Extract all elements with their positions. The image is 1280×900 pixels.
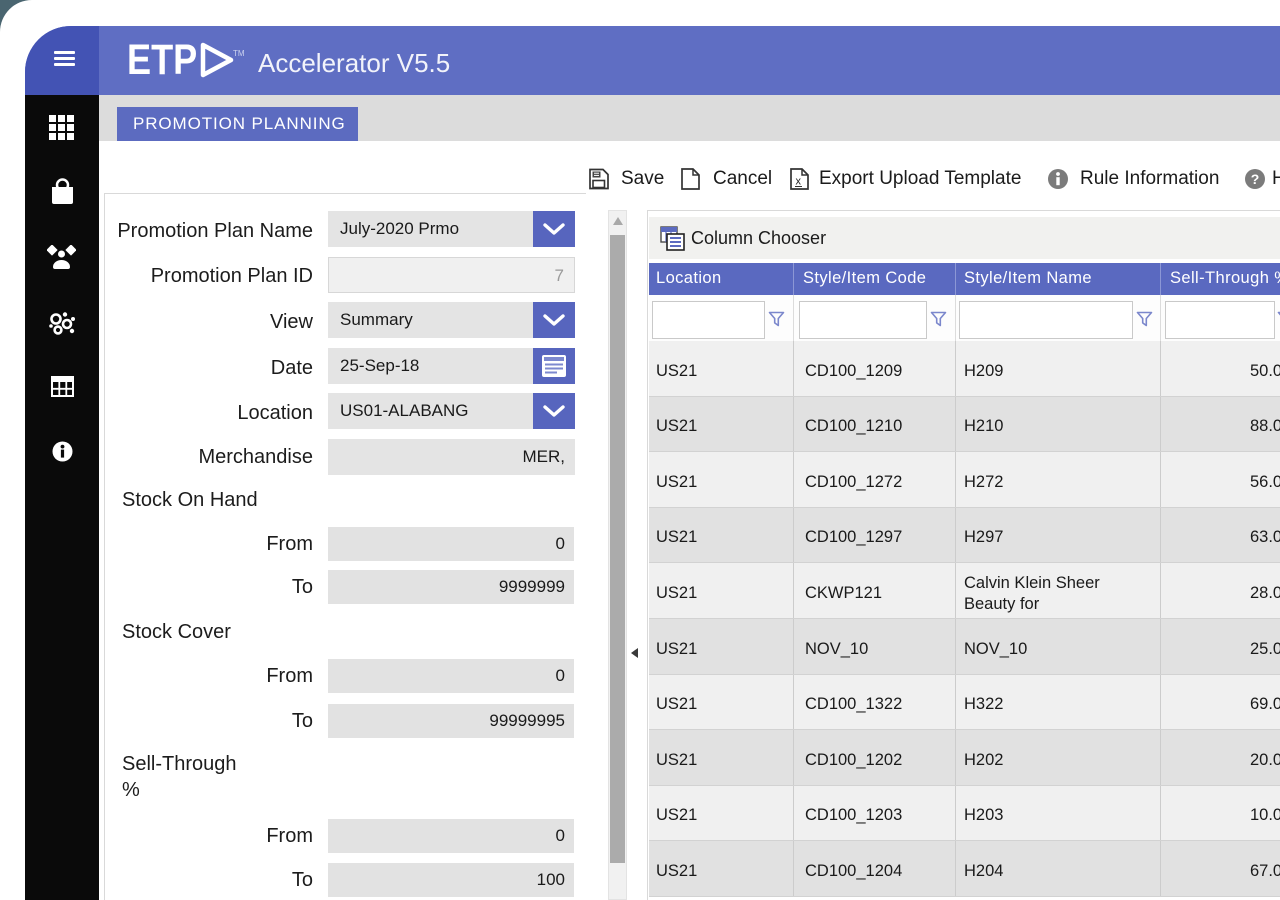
svg-text:?: ? <box>1251 171 1260 187</box>
svg-text:x: x <box>796 176 802 188</box>
